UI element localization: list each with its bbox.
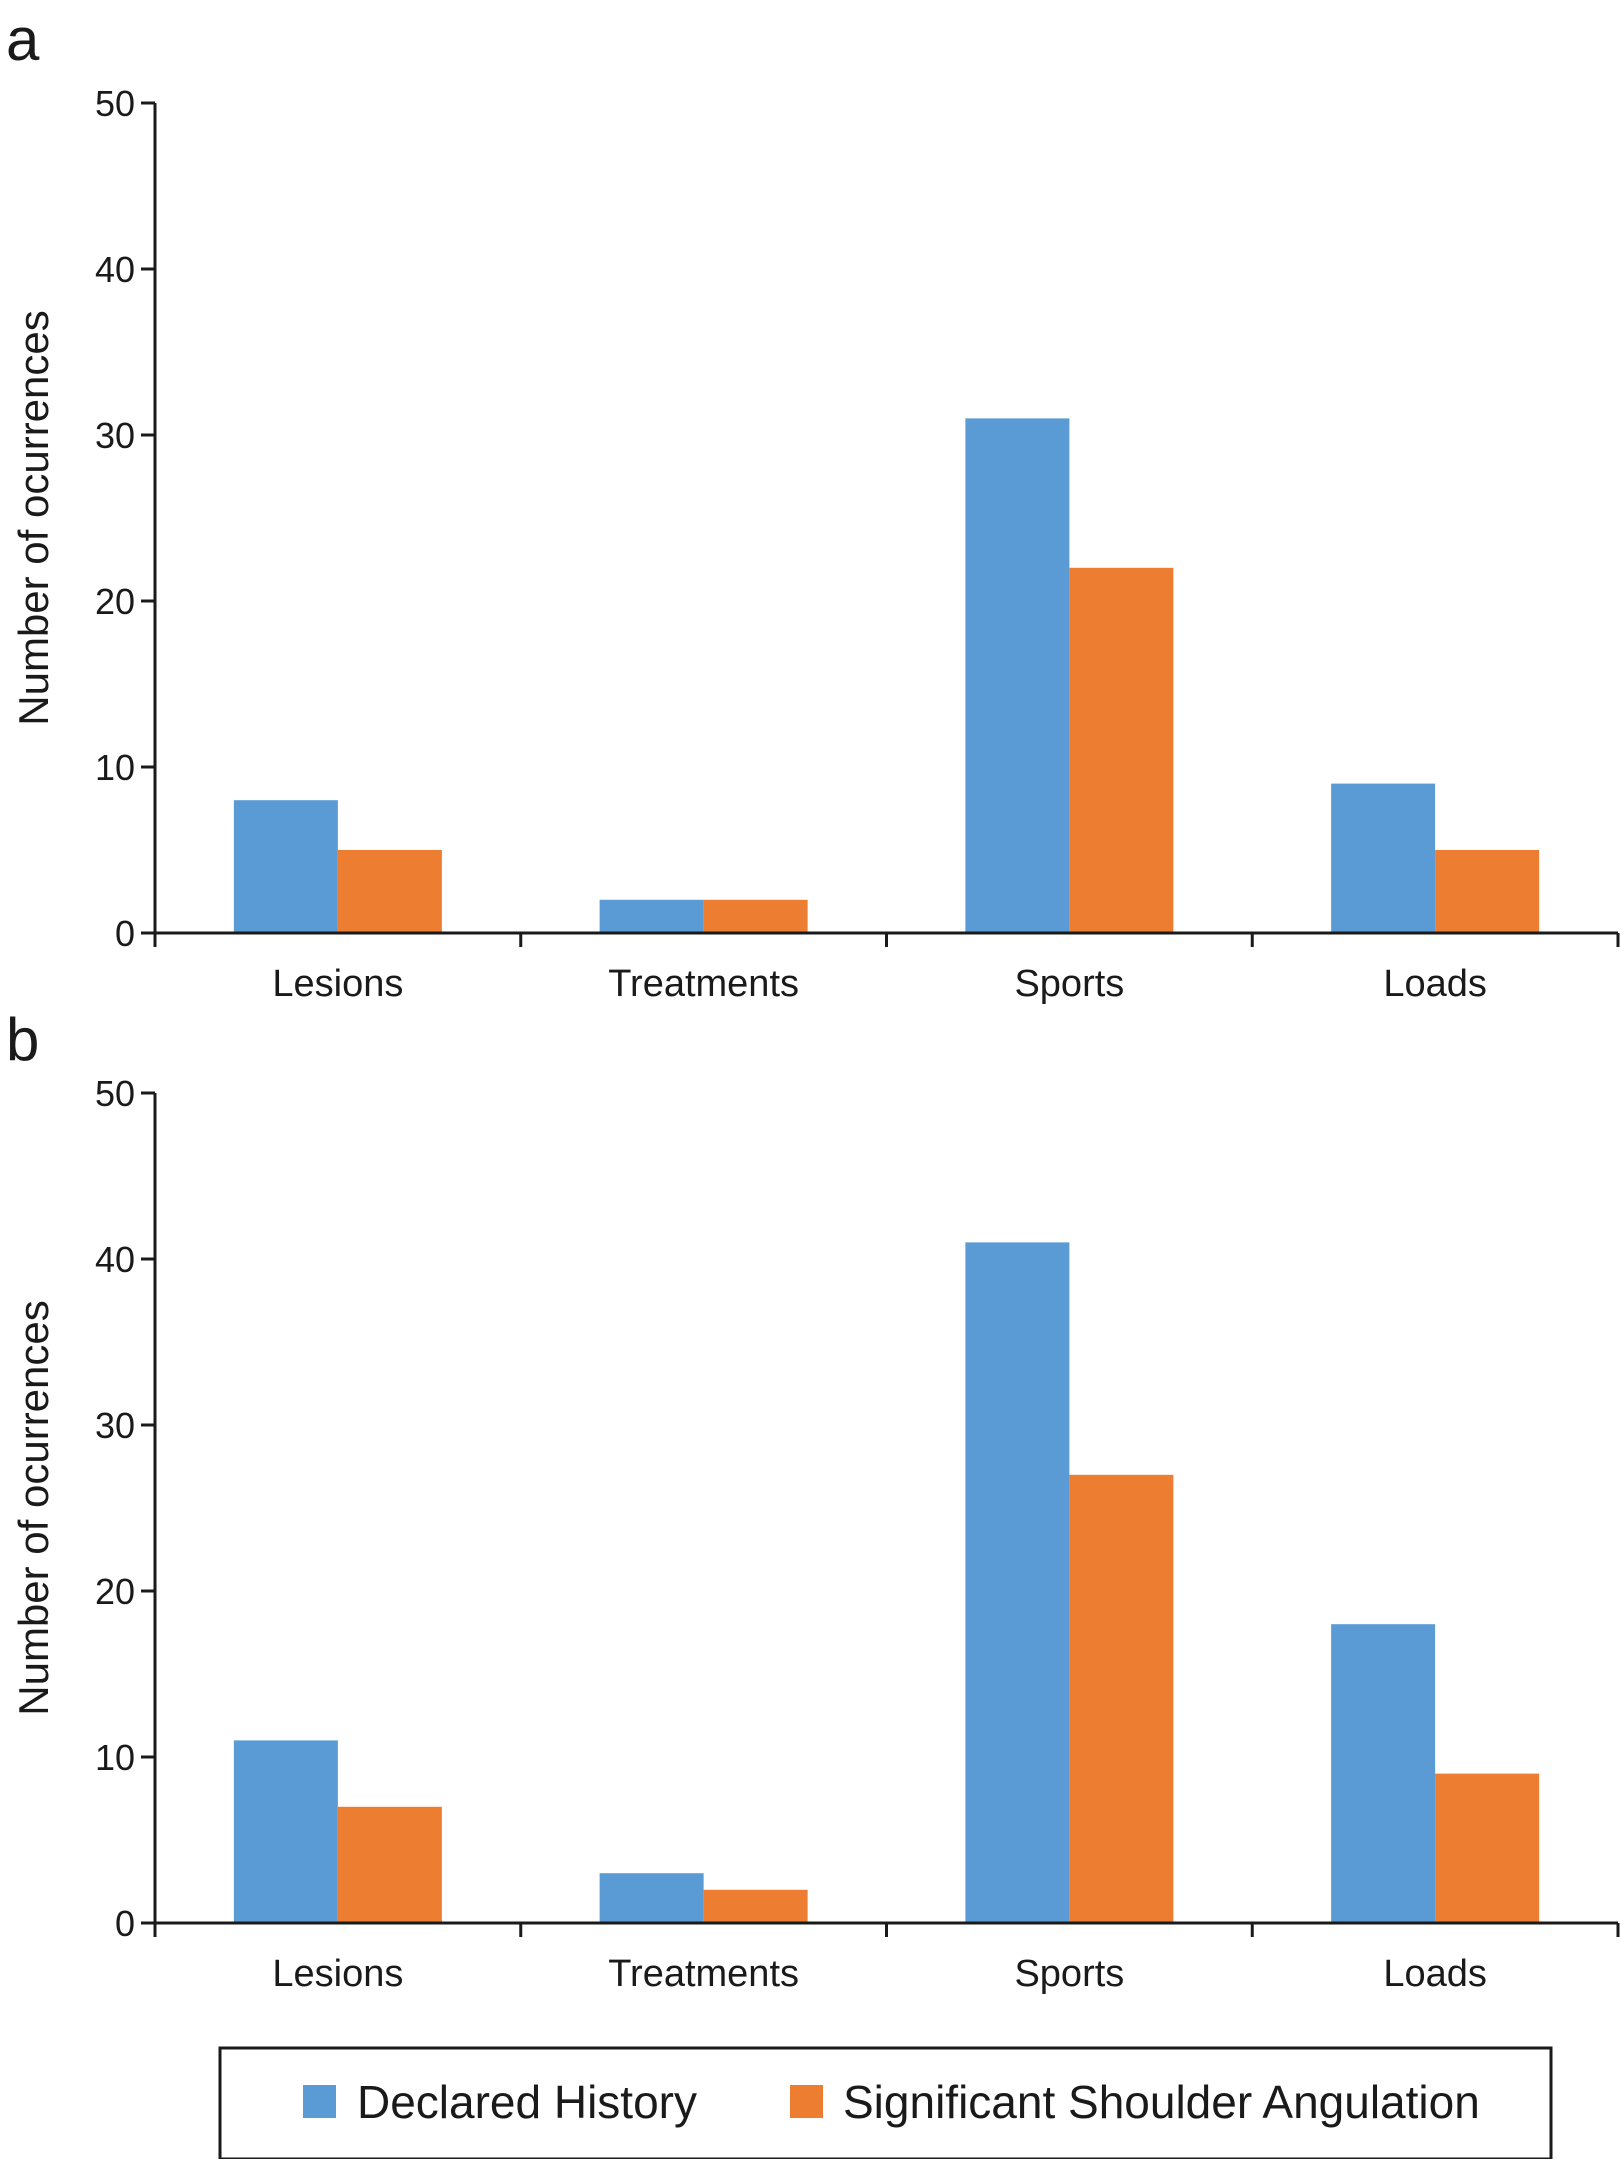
bar-lesions-declared-history bbox=[233, 1740, 338, 1923]
bar-lesions-significant-shoulder-angulation bbox=[337, 1806, 442, 1923]
y-axis-label: Number of ocurrences bbox=[10, 310, 57, 726]
bar-loads-declared-history bbox=[1331, 783, 1436, 933]
y-tick-label: 30 bbox=[95, 1405, 135, 1446]
y-tick-label: 20 bbox=[95, 1571, 135, 1612]
y-ticks-group: 0 10 20 30 40 50 bbox=[95, 1073, 155, 1944]
bars-group bbox=[233, 1242, 1540, 1923]
x-tick-label: Treatments bbox=[608, 1953, 799, 1995]
y-tick-label: 10 bbox=[95, 1737, 135, 1778]
bar-sports-declared-history bbox=[965, 418, 1070, 933]
legend-swatch-declared-history bbox=[303, 2085, 336, 2118]
bar-lesions-significant-shoulder-angulation bbox=[337, 850, 442, 933]
legend-label-declared-history: Declared History bbox=[357, 2076, 697, 2128]
bar-treatments-declared-history bbox=[599, 899, 704, 933]
x-tick-label: Treatments bbox=[608, 963, 799, 1005]
bar-loads-declared-history bbox=[1331, 1624, 1436, 1923]
chart-panel-a: a Number of ocurrences 0 10 20 30 40 50 Lesio… bbox=[6, 6, 1620, 1005]
x-tick-label: Sports bbox=[1014, 963, 1124, 1005]
x-tick-label: Loads bbox=[1383, 1953, 1487, 1995]
bar-lesions-declared-history bbox=[233, 800, 338, 933]
bar-treatments-declared-history bbox=[599, 1873, 704, 1923]
x-tick-label: Loads bbox=[1383, 963, 1487, 1005]
axes-group bbox=[153, 103, 1620, 947]
bars-group bbox=[233, 418, 1540, 933]
axes-group bbox=[153, 1093, 1620, 1937]
y-tick-label: 40 bbox=[95, 1239, 135, 1280]
bar-loads-significant-shoulder-angulation bbox=[1435, 1773, 1540, 1923]
y-tick-label: 0 bbox=[115, 1903, 135, 1944]
x-tick-label: Lesions bbox=[272, 963, 403, 1005]
bar-loads-significant-shoulder-angulation bbox=[1435, 850, 1540, 933]
y-tick-label: 20 bbox=[95, 581, 135, 622]
bar-sports-declared-history bbox=[965, 1242, 1070, 1923]
legend-swatch-significant-shoulder-angulation bbox=[790, 2085, 823, 2118]
y-tick-label: 0 bbox=[115, 913, 135, 954]
bar-treatments-significant-shoulder-angulation bbox=[703, 1889, 808, 1923]
legend-label-significant-shoulder-angulation: Significant Shoulder Angulation bbox=[843, 2076, 1480, 2128]
y-tick-label: 40 bbox=[95, 249, 135, 290]
bar-sports-significant-shoulder-angulation bbox=[1069, 1474, 1174, 1923]
y-tick-label: 30 bbox=[95, 415, 135, 456]
x-tick-label: Lesions bbox=[272, 1953, 403, 1995]
y-axis-label: Number of ocurrences bbox=[10, 1300, 57, 1716]
panel-letter: b bbox=[6, 1006, 39, 1073]
x-tick-labels-group: Lesions Treatments Sports Loads bbox=[272, 1953, 1487, 1995]
y-tick-label: 50 bbox=[95, 83, 135, 124]
x-tick-label: Sports bbox=[1014, 1953, 1124, 1995]
y-ticks-group: 0 10 20 30 40 50 bbox=[95, 83, 155, 954]
y-tick-label: 10 bbox=[95, 747, 135, 788]
y-tick-label: 50 bbox=[95, 1073, 135, 1114]
legend: Declared History Significant Shoulder An… bbox=[218, 2046, 1553, 2161]
bar-treatments-significant-shoulder-angulation bbox=[703, 899, 808, 933]
panel-letter: a bbox=[6, 6, 40, 73]
bar-sports-significant-shoulder-angulation bbox=[1069, 567, 1174, 933]
chart-panel-b: b Number of ocurrences 0 10 20 30 40 50 Lesio… bbox=[6, 1006, 1620, 1995]
x-tick-labels-group: Lesions Treatments Sports Loads bbox=[272, 963, 1487, 1005]
